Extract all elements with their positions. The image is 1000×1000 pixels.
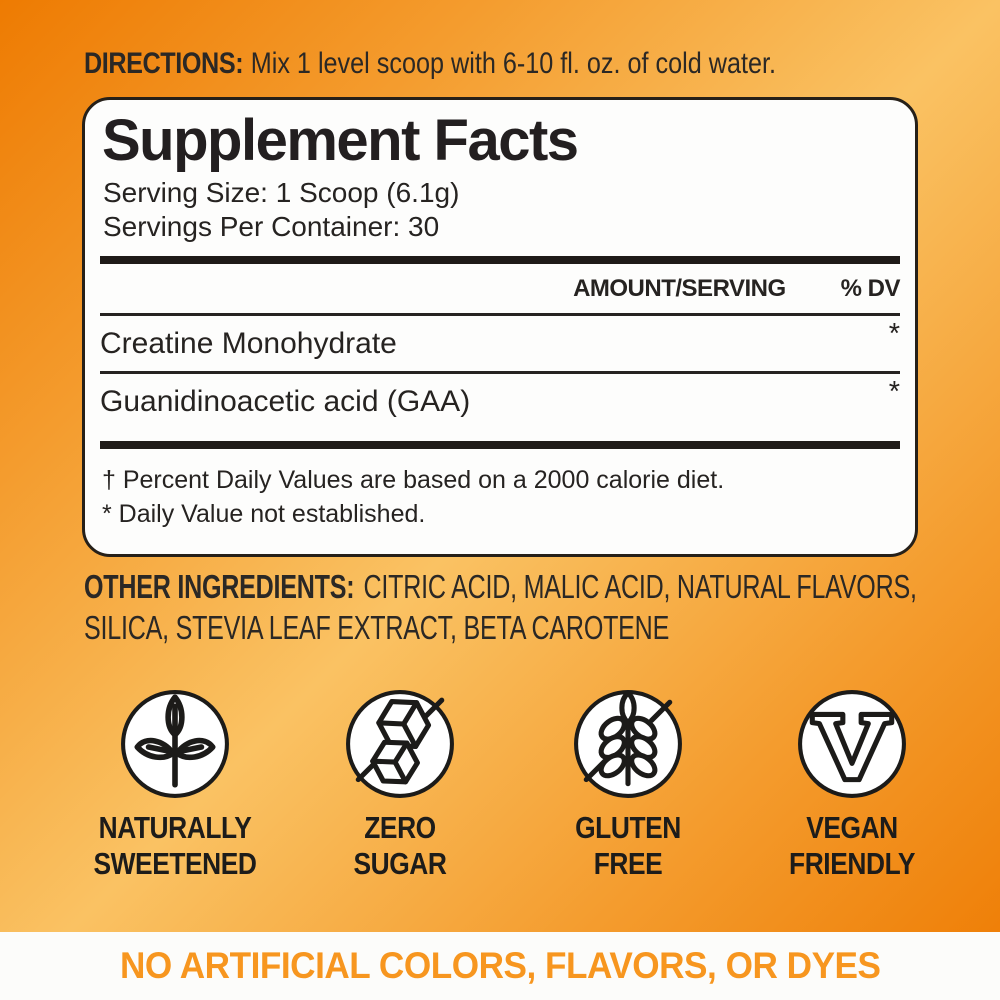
plant-leaves-icon	[121, 690, 229, 798]
divider-thin	[100, 313, 900, 316]
badge-gluten-free: GLUTEN FREE	[513, 688, 743, 882]
badge-label-line1: NATURALLY	[98, 810, 252, 845]
column-percent-dv: % DV	[840, 274, 901, 302]
bottom-banner-text: NO ARTIFICIAL COLORS, FLAVORS, OR DYES	[119, 945, 881, 986]
badge-label-line2: FREE	[593, 846, 663, 881]
supplement-facts-panel: Supplement Facts Serving Size: 1 Scoop (…	[82, 97, 918, 557]
badge-zero-sugar: ZERO SUGAR	[285, 688, 515, 882]
badge-label-line2: SUGAR	[353, 846, 447, 881]
badge-label-line2: SWEETENED	[93, 846, 257, 881]
other-ingredients-text1: CITRIC ACID, MALIC ACID, NATURAL FLAVORS…	[363, 568, 917, 605]
column-amount-serving: AMOUNT/SERVING	[573, 274, 786, 302]
badge-label: NATURALLY SWEETENED	[77, 810, 273, 882]
divider-thick-top	[100, 256, 900, 264]
servings-per-container: Servings Per Container: 30	[103, 211, 440, 242]
ingredient-name: Creatine Monohydrate	[100, 326, 397, 360]
divider-thin	[100, 371, 900, 374]
footnote-daily-values: † Percent Daily Values are based on a 20…	[102, 466, 725, 494]
badge-vegan-friendly: VEGAN FRIENDLY	[737, 688, 967, 882]
serving-size: Serving Size: 1 Scoop (6.1g)	[103, 177, 460, 208]
dv-value: *	[888, 376, 900, 408]
badge-label-line1: VEGAN	[806, 810, 898, 845]
directions-label: DIRECTIONS:	[84, 47, 244, 80]
badge-label-line2: FRIENDLY	[789, 846, 915, 881]
other-ingredients-line2: SILICA, STEVIA LEAF EXTRACT, BETA CAROTE…	[84, 609, 670, 646]
badge-label: GLUTEN FREE	[530, 810, 726, 882]
no-sugar-cubes-icon	[346, 690, 454, 798]
badge-label-line1: GLUTEN	[575, 810, 681, 845]
footnote-not-established: * Daily Value not established.	[102, 500, 426, 528]
vegan-v-icon	[798, 690, 906, 798]
other-ingredients-line1: OTHER INGREDIENTS: CITRIC ACID, MALIC ACI…	[84, 566, 917, 607]
table-row: Creatine Monohydrate *	[100, 316, 900, 371]
directions-text: Mix 1 level scoop with 6-10 fl. oz. of c…	[250, 47, 776, 80]
ingredient-name: Guanidinoacetic acid (GAA)	[100, 384, 471, 418]
divider-thick-bottom	[100, 441, 900, 449]
table-row: Guanidinoacetic acid (GAA) *	[100, 374, 900, 429]
dv-value: *	[888, 318, 900, 350]
other-ingredients-label: OTHER INGREDIENTS:	[84, 568, 355, 605]
badge-naturally-sweetened: NATURALLY SWEETENED	[60, 688, 290, 882]
bottom-banner: NO ARTIFICIAL COLORS, FLAVORS, OR DYES	[0, 932, 1000, 1000]
supplement-facts-title: Supplement Facts	[102, 108, 579, 173]
badge-label-line1: ZERO	[364, 810, 436, 845]
badge-label: ZERO SUGAR	[302, 810, 498, 882]
directions-line: DIRECTIONS: Mix 1 level scoop with 6-10 f…	[84, 46, 776, 82]
no-wheat-icon	[574, 690, 682, 798]
other-ingredients: OTHER INGREDIENTS: CITRIC ACID, MALIC ACI…	[84, 566, 917, 648]
facts-table-header: AMOUNT/SERVING % DV	[100, 264, 900, 313]
badge-label: VEGAN FRIENDLY	[754, 810, 950, 882]
